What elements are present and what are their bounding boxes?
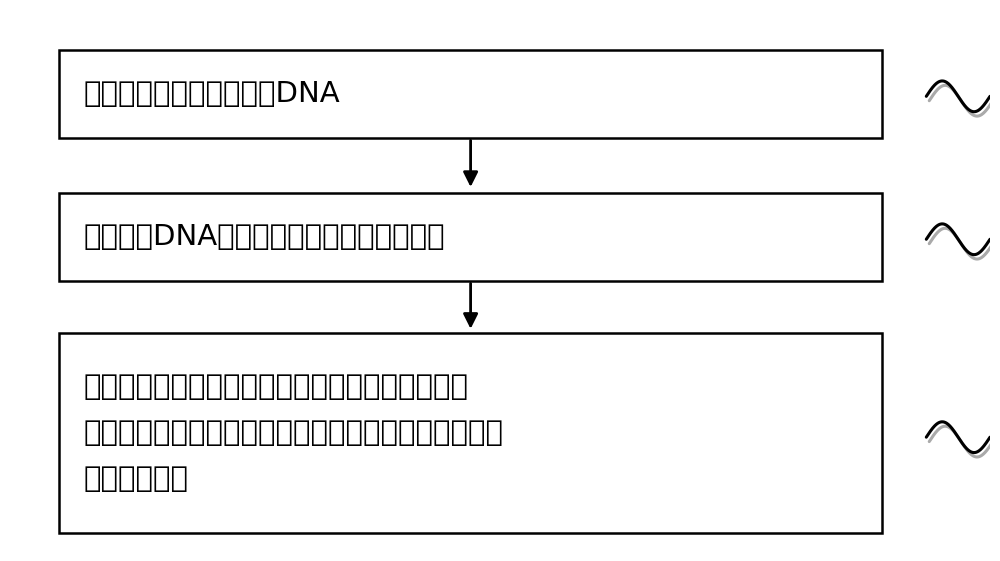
Text: 对基因组DNA进行第一低深度全基因组测序: 对基因组DNA进行第一低深度全基因组测序 [84, 223, 445, 251]
Bar [59, 192, 882, 280]
Text: 获取待检测个体的基因组DNA: 获取待检测个体的基因组DNA [84, 80, 340, 108]
Bar [59, 49, 882, 137]
Bar [59, 333, 882, 534]
Text: 将测序结果比对到参考基因组后，基于隐马尔可夫
模型，利用参考单倍型数据库对测序结果中的多态位点
进行基因分型: 将测序结果比对到参考基因组后，基于隐马尔可夫 模型，利用参考单倍型数据库对测序结… [84, 374, 504, 493]
